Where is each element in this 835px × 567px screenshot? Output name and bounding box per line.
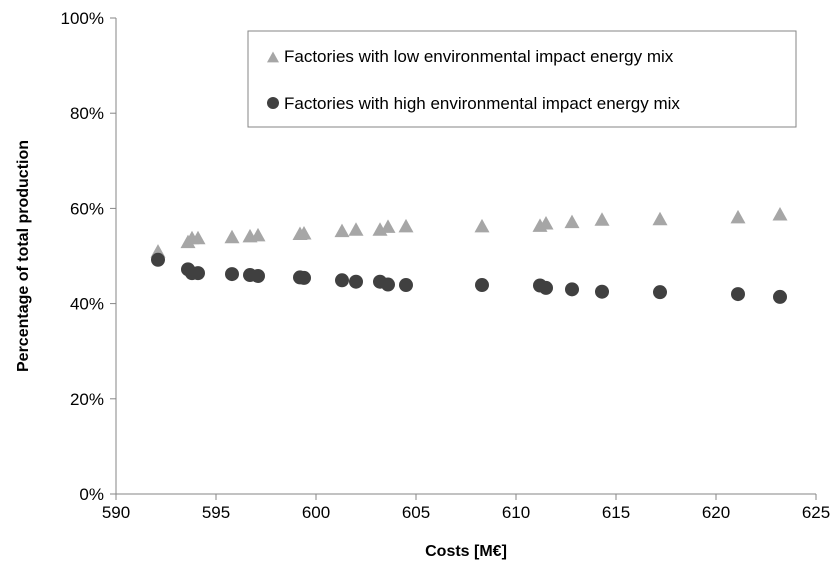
x-tick-label: 600 [302,503,330,522]
data-point-low-impact [224,229,240,244]
data-point-high-impact [595,284,609,299]
data-point-low-impact [474,218,490,233]
y-axis-title: Percentage of total production [15,140,32,372]
y-tick-label: 40% [70,295,104,314]
data-point-low-impact [594,212,610,226]
y-tick-label: 0% [79,485,104,504]
data-point-high-impact [335,273,349,288]
axes [115,18,816,495]
data-point-high-impact [191,266,205,281]
x-tick-label: 610 [502,503,530,522]
legend-marker-low-impact [267,51,279,63]
x-tick-label: 605 [402,503,430,522]
y-tick-label: 20% [70,390,104,409]
data-point-high-impact [349,274,363,289]
data-point-low-impact [190,230,206,245]
legend: Factories with low environmental impact … [247,30,797,128]
y-axis-ticks: 0% 20% 40% 60% 80% 100% [61,9,116,504]
x-tick-label: 615 [602,503,630,522]
y-tick-label: 100% [61,9,104,28]
legend-marker-high-impact [267,97,279,109]
data-point-low-impact [652,211,668,226]
data-point-low-impact [380,219,396,233]
x-axis-ticks: 590 595 600 605 610 615 620 625 [102,494,830,522]
data-point-low-impact [398,218,414,233]
y-tick-label: 60% [70,199,104,218]
x-axis-title: Costs [M€] [425,543,507,560]
data-point-high-impact [731,287,745,302]
y-tick-label: 80% [70,104,104,123]
data-point-low-impact [348,222,364,236]
x-tick-label: 625 [802,503,830,522]
data-point-low-impact [334,223,350,238]
data-point-high-impact [297,270,311,285]
x-tick-label: 620 [702,503,730,522]
data-point-high-impact [773,289,787,304]
data-point-low-impact [250,227,266,242]
data-point-low-impact [296,226,312,240]
data-point-high-impact [251,268,265,283]
data-point-high-impact [565,282,579,297]
data-point-high-impact [475,278,489,293]
data-point-high-impact [151,252,165,267]
data-point-high-impact [399,278,413,293]
data-point-high-impact [539,280,553,295]
x-tick-label: 595 [202,503,230,522]
legend-label-high-impact: Factories with high environmental impact… [284,94,680,113]
data-point-low-impact [772,206,788,221]
data-point-low-impact [538,216,554,230]
data-point-high-impact [225,267,239,282]
legend-label-low-impact: Factories with low environmental impact … [284,47,674,66]
data-point-high-impact [653,285,667,300]
x-tick-label: 590 [102,503,130,522]
data-points [150,206,788,304]
data-point-low-impact [730,209,746,224]
data-point-low-impact [564,214,580,229]
data-point-high-impact [381,277,395,292]
legend-box [247,30,797,128]
